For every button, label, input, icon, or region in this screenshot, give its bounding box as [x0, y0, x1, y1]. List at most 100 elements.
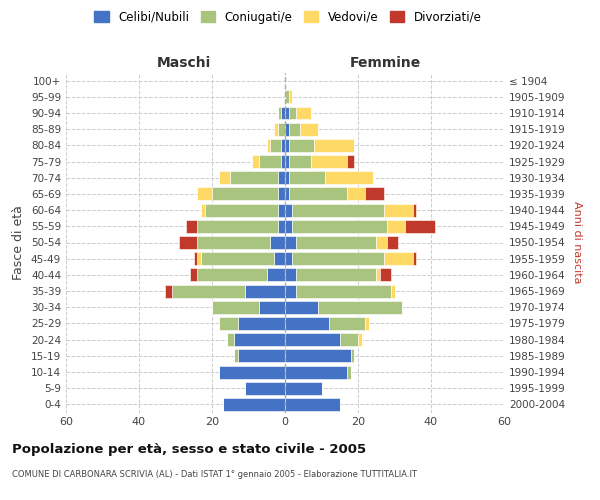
Bar: [271, 139, 281, 152]
Bar: [387, 220, 406, 233]
Bar: [227, 333, 234, 346]
Bar: [238, 350, 285, 362]
Bar: [285, 155, 289, 168]
Bar: [285, 90, 289, 104]
Bar: [197, 236, 271, 249]
Legend: Celibi/Nubili, Coniugati/e, Vedovi/e, Divorziati/e: Celibi/Nubili, Coniugati/e, Vedovi/e, Di…: [89, 6, 487, 28]
Bar: [259, 155, 281, 168]
Bar: [252, 155, 259, 168]
Bar: [289, 90, 292, 104]
Bar: [281, 139, 285, 152]
Bar: [271, 236, 285, 249]
Bar: [311, 155, 347, 168]
Bar: [278, 172, 285, 184]
Bar: [314, 139, 355, 152]
Bar: [245, 382, 285, 394]
Bar: [289, 155, 311, 168]
Bar: [365, 317, 369, 330]
Bar: [358, 333, 362, 346]
Bar: [285, 139, 289, 152]
Bar: [179, 236, 197, 249]
Bar: [296, 268, 376, 281]
Bar: [347, 188, 365, 200]
Bar: [285, 301, 318, 314]
Bar: [292, 204, 383, 216]
Bar: [234, 350, 238, 362]
Bar: [347, 366, 350, 378]
Bar: [197, 188, 212, 200]
Bar: [190, 268, 197, 281]
Bar: [376, 268, 380, 281]
Bar: [197, 252, 201, 265]
Bar: [205, 204, 278, 216]
Bar: [278, 106, 281, 120]
Bar: [245, 284, 285, 298]
Bar: [285, 333, 340, 346]
Bar: [299, 122, 318, 136]
Bar: [194, 252, 197, 265]
Bar: [387, 236, 398, 249]
Bar: [296, 106, 311, 120]
Bar: [285, 236, 296, 249]
Bar: [285, 106, 289, 120]
Bar: [212, 188, 278, 200]
Bar: [383, 204, 413, 216]
Text: Maschi: Maschi: [157, 56, 211, 70]
Bar: [220, 172, 230, 184]
Bar: [365, 188, 383, 200]
Bar: [220, 317, 238, 330]
Bar: [376, 236, 387, 249]
Bar: [278, 188, 285, 200]
Bar: [223, 398, 285, 411]
Bar: [172, 284, 245, 298]
Bar: [274, 252, 285, 265]
Bar: [259, 301, 285, 314]
Bar: [391, 284, 395, 298]
Bar: [289, 106, 296, 120]
Text: Popolazione per età, sesso e stato civile - 2005: Popolazione per età, sesso e stato civil…: [12, 442, 366, 456]
Bar: [238, 317, 285, 330]
Bar: [278, 122, 285, 136]
Bar: [278, 220, 285, 233]
Bar: [289, 122, 299, 136]
Bar: [285, 172, 289, 184]
Bar: [413, 252, 416, 265]
Bar: [285, 220, 292, 233]
Bar: [296, 284, 391, 298]
Bar: [292, 220, 387, 233]
Bar: [406, 220, 434, 233]
Bar: [285, 350, 350, 362]
Y-axis label: Anni di nascita: Anni di nascita: [572, 201, 582, 283]
Bar: [197, 220, 278, 233]
Bar: [292, 252, 383, 265]
Bar: [201, 252, 274, 265]
Bar: [197, 268, 267, 281]
Bar: [383, 252, 413, 265]
Bar: [267, 139, 271, 152]
Bar: [289, 188, 347, 200]
Bar: [285, 382, 322, 394]
Y-axis label: Fasce di età: Fasce di età: [13, 205, 25, 280]
Bar: [285, 284, 296, 298]
Bar: [274, 122, 278, 136]
Bar: [285, 317, 329, 330]
Text: COMUNE DI CARBONARA SCRIVIA (AL) - Dati ISTAT 1° gennaio 2005 - Elaborazione TUT: COMUNE DI CARBONARA SCRIVIA (AL) - Dati …: [12, 470, 417, 479]
Bar: [318, 301, 402, 314]
Bar: [281, 106, 285, 120]
Bar: [187, 220, 197, 233]
Text: Femmine: Femmine: [350, 56, 421, 70]
Bar: [285, 204, 292, 216]
Bar: [289, 139, 314, 152]
Bar: [285, 398, 340, 411]
Bar: [230, 172, 278, 184]
Bar: [285, 366, 347, 378]
Bar: [347, 155, 355, 168]
Bar: [267, 268, 285, 281]
Bar: [285, 252, 292, 265]
Bar: [296, 236, 376, 249]
Bar: [289, 172, 325, 184]
Bar: [285, 268, 296, 281]
Bar: [380, 268, 391, 281]
Bar: [278, 204, 285, 216]
Bar: [164, 284, 172, 298]
